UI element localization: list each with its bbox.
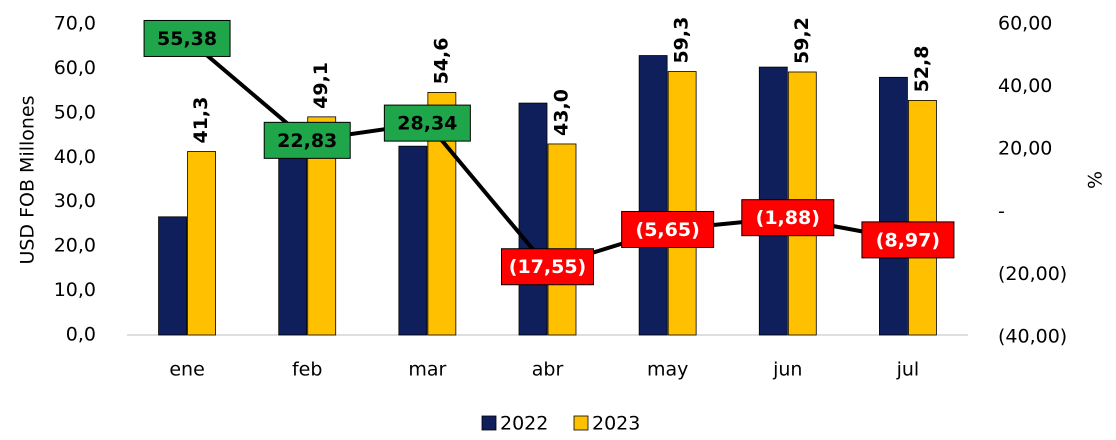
line-point xyxy=(621,210,715,248)
y2-tick-label: (20,00) xyxy=(998,263,1067,285)
bar-value-label: 49,1 xyxy=(310,62,332,109)
line-point xyxy=(383,104,471,142)
y2-tick-label: 40,00 xyxy=(998,75,1052,97)
bar-value-label: 41,3 xyxy=(190,97,212,144)
bar-value-label: 52,8 xyxy=(911,46,933,93)
legend-swatch xyxy=(481,415,497,431)
legend-swatch xyxy=(573,415,589,431)
bar-value-label: 59,2 xyxy=(791,17,813,64)
line-value-box: 22,83 xyxy=(263,121,351,159)
bar xyxy=(398,145,428,336)
bar xyxy=(667,71,697,336)
bar xyxy=(158,216,187,336)
line-value-box: (1,88) xyxy=(741,199,835,237)
line-point xyxy=(263,121,351,159)
line-value-label: (1,88) xyxy=(756,207,820,229)
line-point xyxy=(501,248,594,286)
x-tick-label: jul xyxy=(896,359,920,381)
line-value-box: 55,38 xyxy=(143,19,231,57)
x-tick-label: may xyxy=(647,359,688,381)
bar-value-label: 54,6 xyxy=(430,38,452,85)
bar xyxy=(879,76,908,336)
y-tick-label: 30,0 xyxy=(54,190,96,212)
y-tick-label: 20,0 xyxy=(54,235,96,257)
y2-tick-label: - xyxy=(998,200,1005,222)
y2-tick-label: (40,00) xyxy=(998,326,1067,348)
y-tick-label: 60,0 xyxy=(54,57,96,79)
y-tick-label: 70,0 xyxy=(54,13,96,35)
line-value-label: (5,65) xyxy=(636,219,700,241)
line-point xyxy=(143,19,231,57)
x-tick-label: abr xyxy=(532,359,564,381)
line-point xyxy=(861,221,955,259)
y-tick-label: 10,0 xyxy=(54,279,96,301)
y2-tick-label: 60,00 xyxy=(998,13,1052,35)
bar xyxy=(518,102,548,336)
x-tick-label: ene xyxy=(169,359,204,381)
legend-label: 2022 xyxy=(500,413,548,435)
legend-label: 2023 xyxy=(592,413,640,435)
bar xyxy=(547,143,577,336)
bar-value-label: 43,0 xyxy=(551,89,573,136)
line-value-label: 22,83 xyxy=(277,130,337,152)
bar xyxy=(908,100,937,336)
x-tick-label: jun xyxy=(772,359,802,381)
y-tick-label: 40,0 xyxy=(54,146,96,168)
line-value-label: (17,55) xyxy=(509,256,586,278)
y-tick-label: 0,0 xyxy=(66,324,96,346)
y2-tick-label: 20,00 xyxy=(998,138,1052,160)
y-axis-label: USD FOB Millones xyxy=(17,95,39,264)
bar xyxy=(278,156,308,336)
bar-value-label: 59,3 xyxy=(671,17,693,64)
bar xyxy=(638,55,668,336)
line-value-box: 28,34 xyxy=(383,104,471,142)
line-point xyxy=(741,199,835,237)
bar xyxy=(187,151,216,336)
line-value-label: (8,97) xyxy=(876,229,940,251)
line-value-label: 55,38 xyxy=(157,28,217,50)
x-tick-label: mar xyxy=(408,359,446,381)
x-tick-label: feb xyxy=(292,359,322,381)
line-value-box: (5,65) xyxy=(621,210,715,248)
line-value-label: 28,34 xyxy=(397,113,457,135)
y-tick-label: 50,0 xyxy=(54,101,96,123)
line-value-box: (17,55) xyxy=(501,248,594,286)
y2-axis-label: % xyxy=(1085,171,1107,189)
line-value-box: (8,97) xyxy=(861,221,955,259)
